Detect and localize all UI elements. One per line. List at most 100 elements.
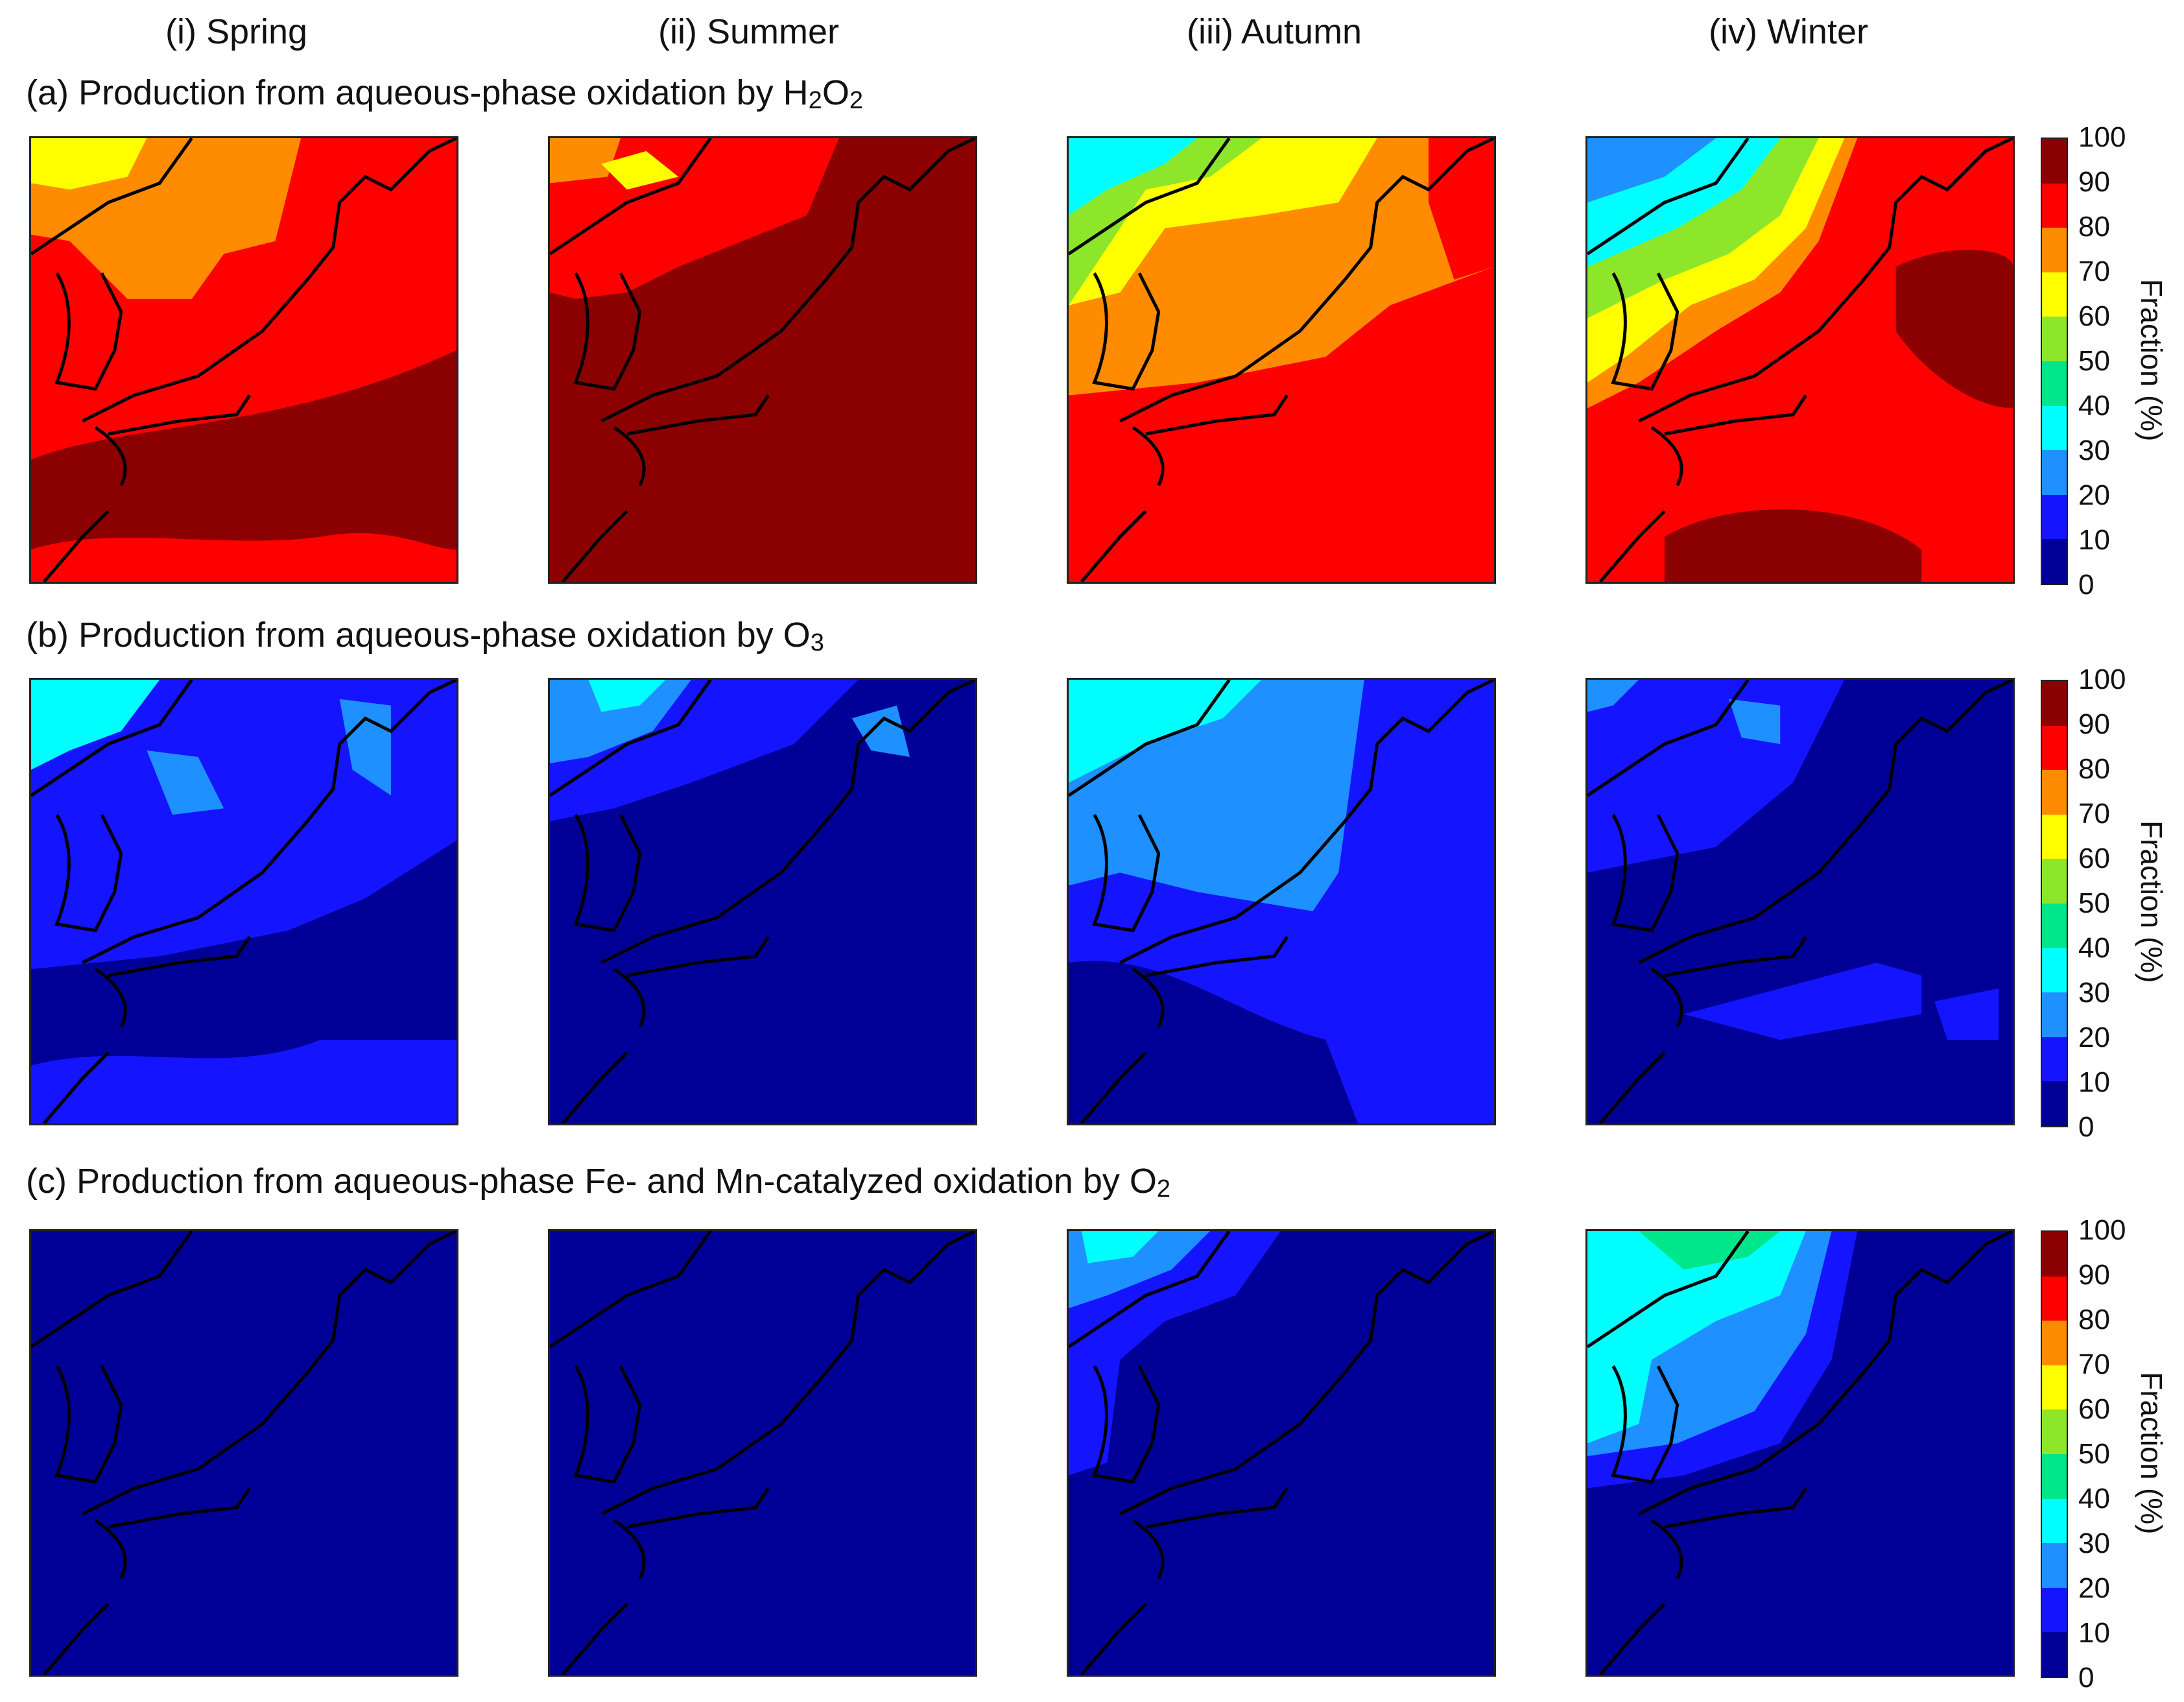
colorbar-segment [2042,494,2067,540]
map-c-spring [31,1231,457,1675]
colorbar-segment [2042,450,2067,495]
colorbar-tick-label: 0 [2078,569,2095,601]
map-a-autumn [1069,138,1494,582]
colorbar-label-c: Fraction (%) [2135,1372,2168,1535]
colorbar-tick-label: 10 [2078,1066,2110,1098]
colorbar-segment [2042,1409,2067,1454]
colorbar-tick-label: 60 [2078,1393,2110,1425]
season-header-winter: (iv) Winter [1709,12,1868,51]
map-a-summer [550,138,975,582]
map-panel-c-spring [29,1229,458,1677]
colorbar-segment [2042,903,2067,948]
row-title-c: (c) Production from aqueous-phase Fe- an… [26,1162,1171,1203]
colorbar-segment [2042,361,2067,406]
colorbar-tick-label: 70 [2078,256,2110,287]
map-c-autumn [1069,1231,1494,1675]
colorbar-tick-label: 40 [2078,390,2110,422]
colorbar-label-a: Fraction (%) [2135,279,2168,442]
map-panel-b-spring [29,678,458,1125]
colorbar-segment [2042,228,2067,272]
colorbar-segment [2042,1632,2067,1677]
map-panel-b-winter [1585,678,2015,1125]
colorbar-segment [2042,317,2067,361]
map-panel-a-autumn [1067,136,1496,584]
map-panel-a-spring [29,136,458,584]
colorbar-tick-label: 20 [2078,479,2110,511]
colorbar-tick-label: 90 [2078,708,2110,740]
colorbar-tick-label: 60 [2078,843,2110,874]
colorbar-segment [2042,1232,2067,1276]
colorbar-segment [2042,1543,2067,1588]
colorbar-c [2041,1230,2068,1678]
colorbar-tick-label: 70 [2078,798,2110,830]
colorbar-tick-label: 50 [2078,887,2110,919]
colorbar-segment [2042,405,2067,451]
colorbar-segment [2042,992,2067,1037]
colorbar-tick-label: 30 [2078,435,2110,466]
map-panel-a-winter [1585,136,2015,584]
map-panel-c-autumn [1067,1229,1496,1677]
colorbar-segment [2042,1454,2067,1499]
map-c-summer [550,1231,975,1675]
colorbar-segment [2042,539,2067,584]
colorbar-tick-label: 20 [2078,1022,2110,1053]
colorbar-segment [2042,725,2067,771]
colorbar-segment [2042,1365,2067,1410]
season-header-spring: (i) Spring [165,12,308,51]
colorbar-tick-label: 0 [2078,1662,2095,1694]
colorbar-tick-label: 90 [2078,166,2110,198]
map-panel-c-winter [1585,1229,2015,1677]
map-a-winter [1587,138,2013,582]
colorbar-tick-label: 80 [2078,753,2110,785]
map-panel-a-summer [548,136,977,584]
colorbar-tick-label: 0 [2078,1111,2095,1143]
colorbar-segment [2042,1276,2067,1321]
colorbar-segment [2042,814,2067,859]
map-panel-c-summer [548,1229,977,1677]
colorbar-tick-label: 30 [2078,1528,2110,1559]
map-panel-b-autumn [1067,678,1496,1125]
colorbar-tick-label: 10 [2078,1617,2110,1649]
map-b-spring [31,680,457,1123]
colorbar-tick-label: 70 [2078,1348,2110,1380]
colorbar-segment [2042,1081,2067,1126]
colorbar-tick-label: 40 [2078,932,2110,964]
map-a-spring [31,138,457,582]
colorbar-segment [2042,770,2067,815]
map-b-summer [550,680,975,1123]
map-c-winter [1587,1231,2013,1675]
map-b-autumn [1069,680,1494,1123]
season-header-autumn: (iii) Autumn [1187,12,1362,51]
colorbar-tick-label: 80 [2078,1304,2110,1336]
colorbar-segment [2042,183,2067,228]
colorbar-segment [2042,1037,2067,1082]
row-title-a: (a) Production from aqueous-phase oxidat… [26,73,863,114]
colorbar-segment [2042,948,2067,993]
season-header-summer: (ii) Summer [658,12,839,51]
colorbar-tick-label: 40 [2078,1483,2110,1515]
colorbar-tick-label: 100 [2078,121,2126,153]
colorbar-tick-label: 60 [2078,300,2110,332]
colorbar-label-b: Fraction (%) [2135,821,2168,983]
colorbar-segment [2042,139,2067,184]
colorbar-tick-label: 90 [2078,1259,2110,1291]
map-b-winter [1587,680,2013,1123]
colorbar-segment [2042,1498,2067,1544]
colorbar-tick-label: 100 [2078,664,2126,695]
colorbar-segment [2042,272,2067,317]
map-panel-b-summer [548,678,977,1125]
row-title-b: (b) Production from aqueous-phase oxidat… [26,616,824,656]
colorbar-tick-label: 10 [2078,524,2110,556]
colorbar-a [2041,138,2068,585]
colorbar-segment [2042,859,2067,904]
colorbar-segment [2042,681,2067,726]
colorbar-segment [2042,1321,2067,1365]
colorbar-tick-label: 50 [2078,345,2110,377]
colorbar-tick-label: 30 [2078,977,2110,1009]
colorbar-segment [2042,1587,2067,1633]
colorbar-tick-label: 50 [2078,1438,2110,1470]
colorbar-tick-label: 100 [2078,1214,2126,1246]
colorbar-tick-label: 20 [2078,1572,2110,1604]
colorbar-tick-label: 80 [2078,211,2110,243]
colorbar-b [2041,680,2068,1127]
